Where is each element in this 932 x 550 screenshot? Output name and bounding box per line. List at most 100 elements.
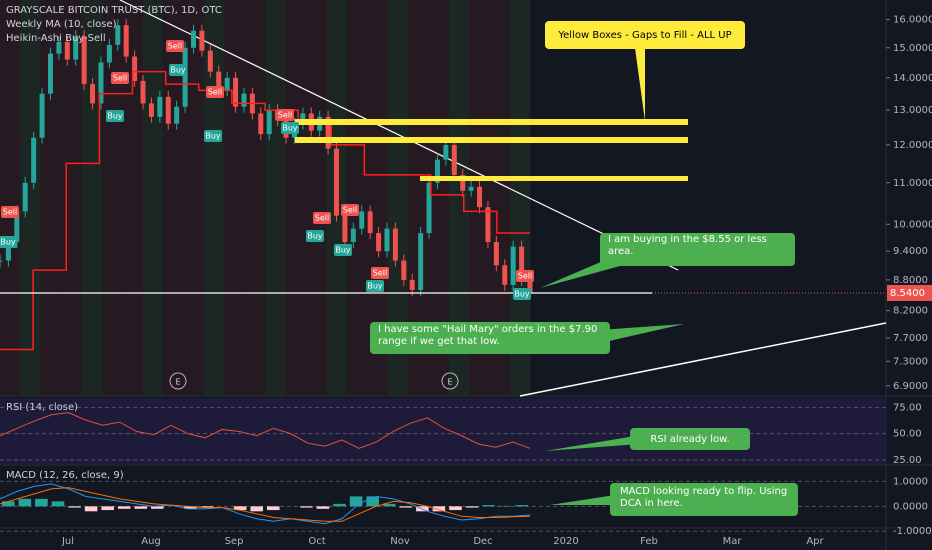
signal-label: Sell — [315, 214, 329, 223]
histogram-bar — [35, 498, 48, 507]
earnings-label[interactable]: E — [175, 378, 180, 387]
signal-box — [516, 270, 534, 282]
candle — [106, 44, 112, 63]
signal-box — [204, 130, 222, 142]
signal-label: Buy — [0, 238, 16, 247]
candle — [73, 36, 79, 60]
callout-text: MACD looking ready to flip. Using DCA in… — [620, 486, 788, 509]
callout-text: Yellow Boxes - Gaps to Fill - ALL UP — [557, 30, 731, 41]
signal-box — [111, 72, 129, 84]
indicator-line — [0, 487, 531, 522]
candle — [224, 77, 230, 91]
trendline — [119, 0, 679, 271]
candle — [182, 47, 188, 107]
indicator-line — [0, 412, 531, 449]
candle — [123, 25, 129, 57]
band — [306, 0, 327, 396]
callout-text: I have some "Hail Mary" orders in the $7… — [378, 324, 598, 347]
band — [20, 0, 41, 396]
band — [387, 0, 408, 396]
signal-box — [169, 64, 187, 76]
band — [163, 0, 184, 396]
y-tick-label: 16.0000 — [893, 15, 932, 26]
candle — [47, 53, 53, 94]
signal-box — [276, 109, 294, 121]
signal-box — [1, 206, 19, 218]
histogram-bar — [300, 506, 313, 508]
signal-box — [513, 288, 531, 300]
candle — [0, 260, 3, 262]
signal-box — [166, 40, 184, 52]
candle — [434, 159, 440, 183]
band — [142, 0, 164, 396]
background-bands — [0, 0, 531, 396]
histogram-bar — [184, 506, 197, 509]
signal-box — [206, 86, 224, 98]
indicator-label: Heikin-Ashi Buy-Sell — [6, 33, 106, 44]
candle — [451, 144, 457, 175]
earnings-label[interactable]: E — [447, 378, 452, 387]
histogram-bar — [200, 506, 214, 508]
signal-box — [0, 236, 17, 248]
earnings-marker[interactable] — [169, 372, 187, 390]
band — [102, 0, 123, 396]
signal-label: Sell — [113, 74, 127, 83]
band — [244, 0, 266, 396]
earnings-marker[interactable] — [441, 372, 459, 390]
callout-pointer — [545, 436, 640, 451]
y-tick-label: 15.0000 — [893, 43, 932, 54]
candle — [258, 113, 264, 135]
candle — [300, 113, 306, 124]
price-label-box — [887, 284, 932, 301]
histogram-bar — [18, 498, 32, 507]
signal-label: Buy — [307, 232, 323, 241]
x-tick-label: Feb — [640, 536, 658, 547]
callout-body: I have some "Hail Mary" orders in the $7… — [378, 324, 598, 347]
x-tick-label: Sep — [225, 536, 244, 547]
candle — [199, 30, 205, 51]
histogram-bar — [465, 506, 479, 508]
candle — [56, 42, 62, 54]
x-tick-label: Aug — [141, 536, 161, 547]
candle — [132, 56, 138, 81]
histogram-bar — [68, 506, 81, 508]
y-tick-label: 9.4000 — [893, 246, 928, 257]
histogram-bar — [449, 506, 462, 511]
candle — [384, 228, 390, 252]
band — [0, 0, 21, 396]
histogram-bar — [2, 501, 15, 507]
candle — [392, 228, 398, 261]
signal-box — [306, 230, 324, 242]
signal-box — [334, 244, 352, 256]
signal-label: Sell — [278, 111, 292, 120]
candle — [477, 186, 483, 208]
y-tick-label: 12.0000 — [893, 140, 932, 151]
indicator-label: Weekly MA (10, close) — [6, 19, 117, 30]
histogram-bar — [233, 506, 247, 511]
candle — [418, 233, 424, 290]
histogram-bar — [399, 506, 413, 508]
candle — [443, 144, 449, 160]
histogram-bar — [316, 506, 330, 509]
macd-title: MACD (12, 26, close, 9) — [6, 470, 124, 481]
x-tick-label: Dec — [473, 536, 492, 547]
candle — [39, 93, 45, 138]
band — [61, 0, 82, 396]
candle — [527, 279, 533, 293]
candle — [426, 182, 432, 234]
band — [428, 0, 449, 396]
signal-box — [313, 212, 331, 224]
candle — [350, 228, 356, 243]
signal-label: Buy — [170, 66, 186, 75]
y-tick-label: 8.2000 — [893, 306, 928, 317]
callout-pointer — [635, 48, 645, 121]
candle — [233, 77, 239, 107]
histogram-bar — [250, 506, 263, 512]
candle — [502, 265, 508, 285]
signal-box — [366, 280, 384, 292]
band — [265, 0, 286, 396]
band — [224, 0, 245, 396]
gap-box — [295, 119, 688, 125]
histogram-bar — [117, 506, 131, 509]
